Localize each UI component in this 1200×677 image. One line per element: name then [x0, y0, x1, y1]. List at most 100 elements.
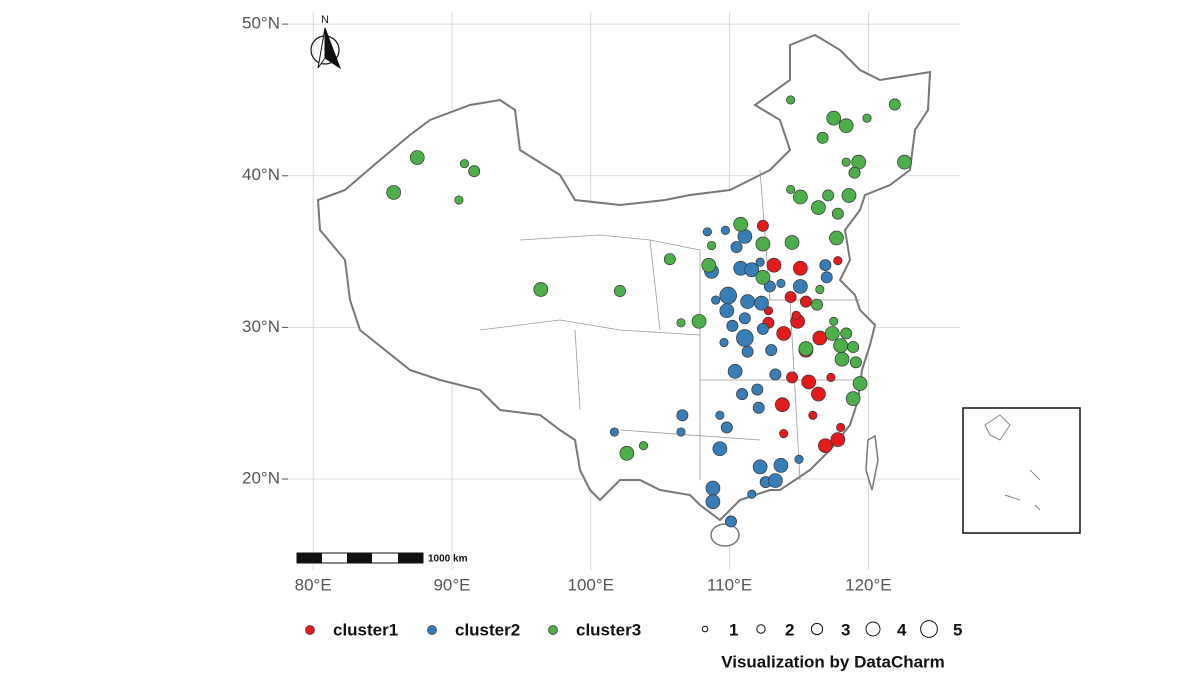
- point: [841, 157, 851, 167]
- legend-swatch: [548, 625, 558, 635]
- x-tick-label: 90°E: [433, 575, 470, 594]
- legend-label: cluster3: [576, 620, 641, 639]
- size-legend-label: 3: [841, 620, 850, 639]
- point: [818, 438, 833, 454]
- points: [386, 95, 912, 528]
- point: [836, 422, 846, 433]
- north-label: N: [321, 14, 329, 26]
- scale-bar: 1000 km: [296, 552, 468, 565]
- point: [786, 184, 796, 194]
- size-legend-label: 5: [953, 620, 962, 639]
- country-border: [316, 33, 932, 522]
- point: [719, 286, 737, 305]
- point: [720, 225, 730, 235]
- point: [845, 391, 861, 407]
- point: [798, 341, 814, 356]
- point: [747, 489, 757, 499]
- point: [768, 473, 783, 488]
- size-legend-circle: [920, 620, 938, 638]
- point: [829, 316, 839, 326]
- north-arrow-right: [324, 27, 342, 70]
- y-tick-label: 20°N: [242, 469, 280, 488]
- point: [841, 188, 857, 203]
- point: [705, 480, 721, 496]
- scale-bar-segment: [297, 553, 322, 563]
- point: [848, 166, 861, 179]
- point: [815, 284, 825, 295]
- north-arrow-left: [317, 27, 326, 69]
- point: [819, 259, 832, 272]
- legend-label: cluster1: [333, 620, 398, 639]
- size-legend-label: 1: [729, 620, 738, 639]
- point: [676, 318, 686, 328]
- scale-bar-segment: [347, 553, 372, 563]
- point: [799, 295, 812, 308]
- point: [663, 253, 676, 266]
- y-tick-label: 40°N: [242, 165, 280, 184]
- y-tick-label: 50°N: [242, 14, 280, 33]
- point: [793, 279, 808, 294]
- x-tick-label: 120°E: [845, 575, 892, 594]
- point: [752, 459, 768, 475]
- point: [829, 230, 844, 246]
- point: [833, 338, 848, 353]
- point: [741, 345, 754, 358]
- point: [847, 341, 860, 354]
- point: [811, 200, 826, 215]
- size-legend-circle: [701, 625, 709, 633]
- point: [711, 295, 721, 305]
- point: [793, 189, 808, 205]
- point: [744, 262, 760, 278]
- legend: cluster1 cluster2 cluster3 1 2 3 4 5: [305, 620, 962, 639]
- point: [840, 327, 853, 340]
- legend-swatch: [305, 625, 315, 635]
- point: [812, 330, 828, 346]
- point: [816, 131, 829, 144]
- y-tick-label: 30°N: [242, 317, 280, 336]
- point: [831, 207, 844, 220]
- point: [756, 322, 769, 335]
- taiwan: [865, 434, 879, 491]
- legend-swatch: [427, 625, 437, 635]
- point: [701, 257, 717, 273]
- point: [801, 374, 817, 390]
- point: [888, 98, 901, 111]
- scale-bar-label: 1000 km: [428, 554, 468, 565]
- point: [755, 236, 771, 252]
- point: [702, 227, 712, 237]
- point: [719, 338, 729, 348]
- point: [838, 118, 854, 134]
- point: [755, 270, 771, 285]
- point: [791, 310, 801, 320]
- size-legend-label: 4: [897, 620, 907, 639]
- point: [769, 368, 782, 381]
- point: [676, 409, 689, 422]
- point: [776, 326, 792, 341]
- x-tick-label: 80°E: [295, 575, 332, 594]
- hainan: [710, 523, 740, 547]
- point: [676, 427, 686, 437]
- point: [811, 298, 823, 311]
- point: [736, 388, 749, 401]
- point: [897, 154, 912, 170]
- point: [409, 150, 425, 165]
- point: [720, 421, 733, 434]
- point: [454, 195, 464, 205]
- point: [763, 280, 776, 293]
- point: [766, 257, 782, 273]
- size-legend-circle: [865, 621, 881, 637]
- point: [736, 329, 754, 347]
- province-borders: [479, 169, 860, 481]
- point: [784, 291, 797, 304]
- point: [826, 372, 836, 382]
- point: [786, 95, 796, 105]
- size-legend-circle: [756, 624, 766, 634]
- point: [793, 260, 808, 276]
- point: [719, 303, 735, 319]
- point: [468, 165, 481, 178]
- point: [824, 326, 840, 341]
- point: [726, 319, 739, 332]
- caption: Visualization by DataCharm: [721, 652, 945, 671]
- point: [738, 312, 751, 325]
- point: [784, 235, 800, 250]
